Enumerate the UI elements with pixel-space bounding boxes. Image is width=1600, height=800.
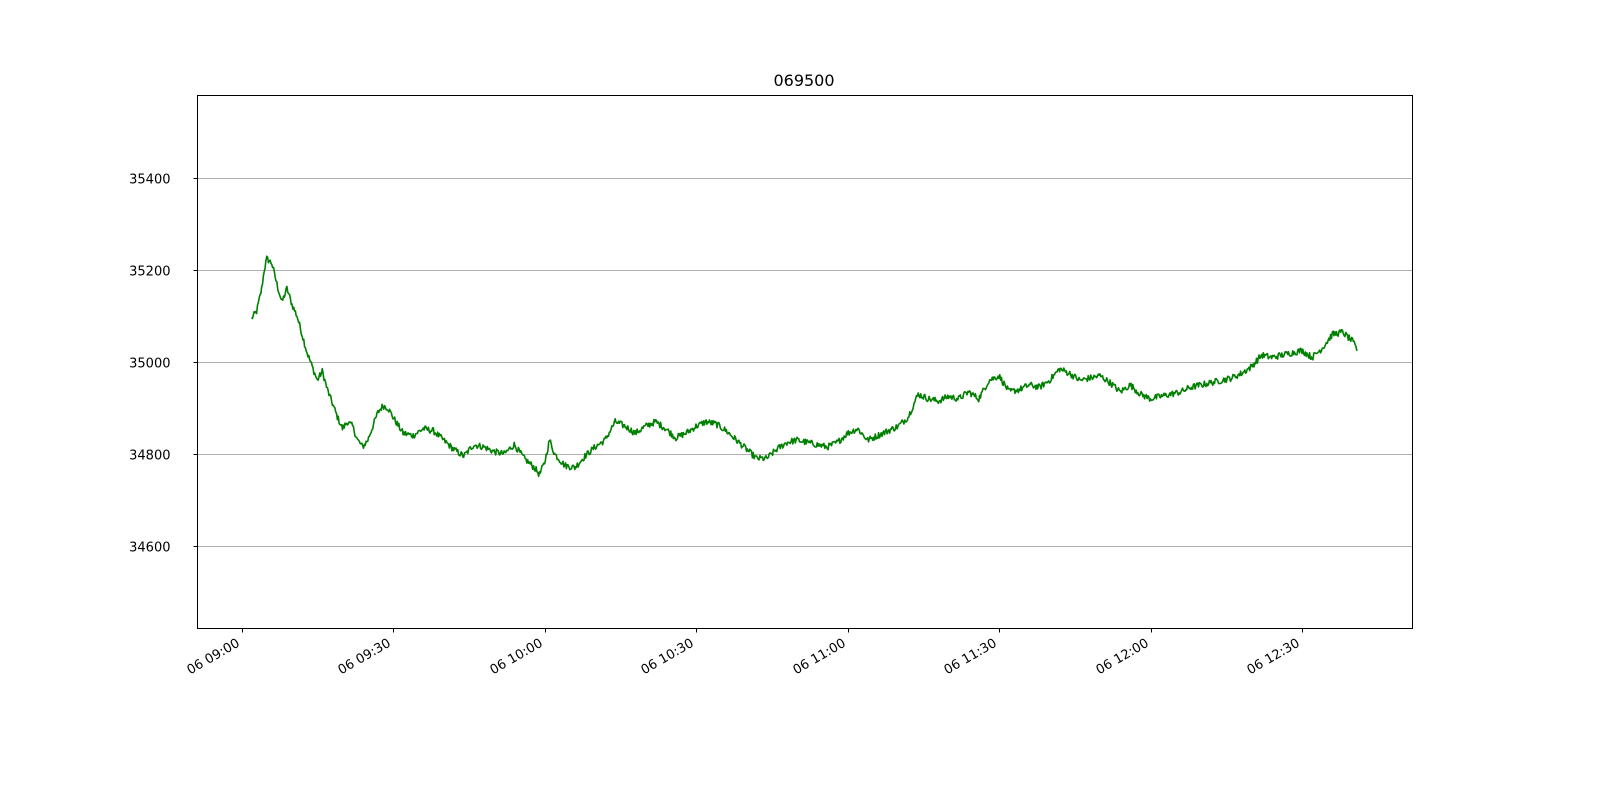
y-tick-label: 34800 (129, 449, 170, 464)
y-axis: 34600 34800 35000 35200 35400 (129, 173, 198, 556)
x-tick-label: 06 09:00 (185, 636, 243, 678)
y-tick-label: 35000 (129, 357, 170, 372)
y-tick-label: 34600 (129, 541, 170, 556)
series-layer (250, 255, 1358, 478)
y-tick-label: 35400 (129, 173, 170, 188)
y-tick-label: 35200 (129, 265, 170, 280)
x-tick-label: 06 12:30 (1245, 636, 1303, 678)
x-tick-label: 06 11:00 (791, 636, 849, 678)
x-tick-label: 06 12:00 (1094, 636, 1152, 678)
x-axis: 06 09:00 06 09:30 06 10:00 06 10:30 06 11:00… (185, 628, 1303, 678)
x-tick-label: 06 11:30 (942, 636, 1000, 678)
x-tick-label: 06 09:30 (336, 636, 394, 678)
x-tick-label: 06 10:30 (639, 636, 697, 678)
x-tick-label: 06 10:00 (488, 636, 546, 678)
grid-lines (197, 178, 1413, 547)
chart-title: 069500 (773, 71, 834, 90)
price-series-line (250, 255, 1358, 478)
